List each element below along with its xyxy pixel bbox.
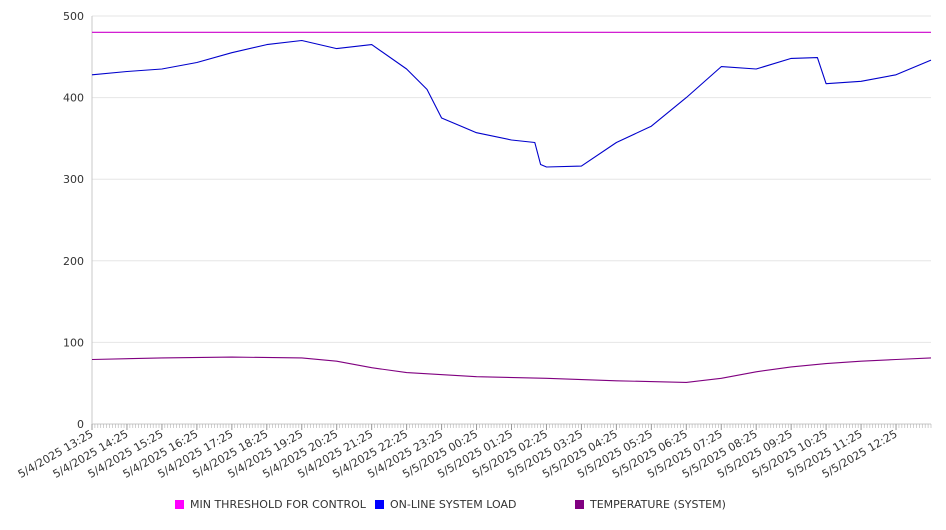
legend-label-temperature: TEMPERATURE (SYSTEM) [590,498,726,511]
legend-label-system-load: ON-LINE SYSTEM LOAD [390,498,517,511]
series-layer [91,31,932,383]
legend-swatch-system-load [375,500,384,509]
grid-layer [92,15,931,343]
legend-item-temperature[interactable]: TEMPERATURE (SYSTEM) [575,498,726,511]
axis-layer [91,16,932,430]
legend-swatch-temperature [575,500,584,509]
legend-swatch-min-threshold [175,500,184,509]
legend-label-min-threshold: MIN THRESHOLD FOR CONTROL [190,498,366,511]
y-tick-labels: 0 100 200 300 400 500 [63,10,84,431]
y-tick-label: 500 [63,10,84,23]
x-tick-labels: 5/4/2025 13:255/4/2025 14:255/4/2025 15:… [16,427,900,481]
series-temperature-line [91,356,932,383]
y-tick-label: 100 [63,336,84,349]
y-tick-label: 0 [77,418,84,431]
y-tick-label: 300 [63,173,84,186]
legend-item-min-threshold[interactable]: MIN THRESHOLD FOR CONTROL [175,498,366,511]
legend: MIN THRESHOLD FOR CONTROL ON-LINE SYSTEM… [0,498,946,516]
y-tick-label: 400 [63,92,84,105]
y-tick-label: 200 [63,255,84,268]
series-system-load-line [91,39,932,168]
legend-item-system-load[interactable]: ON-LINE SYSTEM LOAD [375,498,516,511]
